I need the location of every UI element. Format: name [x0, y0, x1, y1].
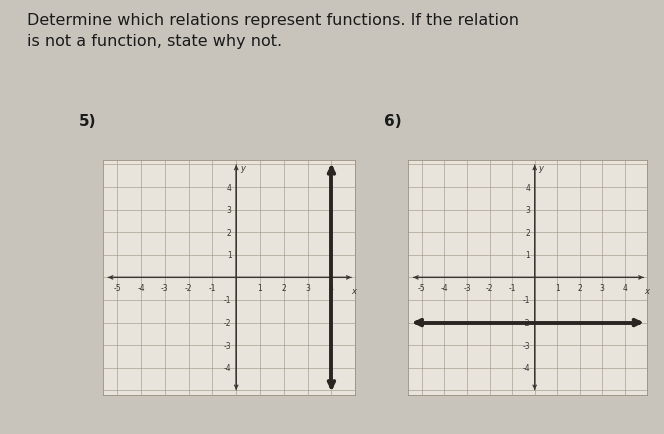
Text: -3: -3 [224, 341, 232, 350]
Text: 5): 5) [79, 114, 96, 129]
Text: y: y [538, 164, 543, 173]
Text: -3: -3 [463, 283, 471, 293]
Text: -5: -5 [114, 283, 121, 293]
Text: -4: -4 [137, 283, 145, 293]
Text: -2: -2 [486, 283, 493, 293]
Text: -1: -1 [523, 296, 530, 305]
Text: 4: 4 [329, 283, 334, 293]
Text: -4: -4 [441, 283, 448, 293]
Text: 2: 2 [525, 228, 530, 237]
Text: -3: -3 [523, 341, 530, 350]
Text: 3: 3 [305, 283, 310, 293]
Text: 1: 1 [525, 251, 530, 260]
Text: -5: -5 [418, 283, 426, 293]
Text: 1: 1 [555, 283, 560, 293]
Text: x: x [351, 287, 357, 296]
Text: 4: 4 [622, 283, 627, 293]
Text: 2: 2 [282, 283, 286, 293]
Text: 6): 6) [384, 114, 402, 129]
Text: 3: 3 [226, 206, 232, 215]
Text: y: y [240, 164, 245, 173]
Text: Determine which relations represent functions. If the relation
is not a function: Determine which relations represent func… [27, 13, 519, 49]
Text: 2: 2 [578, 283, 582, 293]
Text: -4: -4 [523, 363, 530, 372]
Text: 4: 4 [226, 183, 232, 192]
Text: 3: 3 [600, 283, 605, 293]
Text: -1: -1 [509, 283, 516, 293]
Text: -3: -3 [161, 283, 169, 293]
Text: -4: -4 [224, 363, 232, 372]
Text: -2: -2 [523, 319, 530, 327]
Text: x: x [644, 287, 649, 296]
Text: -2: -2 [185, 283, 193, 293]
Text: 4: 4 [525, 183, 530, 192]
Text: -1: -1 [208, 283, 216, 293]
Text: -1: -1 [224, 296, 232, 305]
Text: 1: 1 [226, 251, 232, 260]
Text: -2: -2 [224, 319, 232, 327]
Text: 2: 2 [226, 228, 232, 237]
Text: 3: 3 [525, 206, 530, 215]
Text: 1: 1 [258, 283, 262, 293]
